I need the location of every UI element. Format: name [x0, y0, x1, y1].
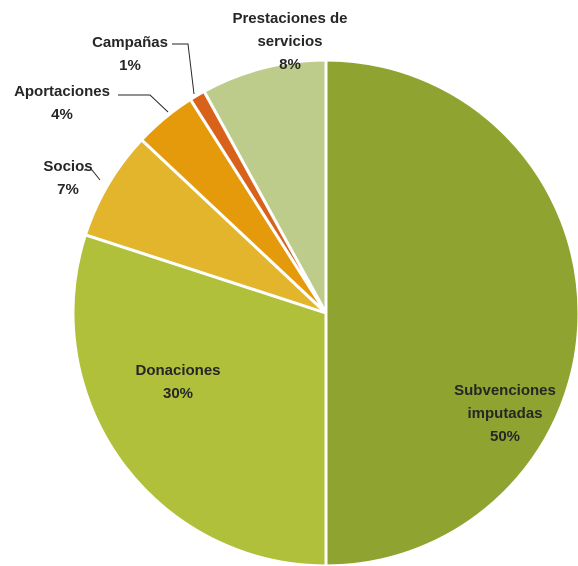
leader-line: [84, 169, 101, 181]
slice-label: Campañas 1%: [80, 31, 180, 77]
value-label: 50%: [489, 428, 521, 445]
category-label: Aportaciones: [14, 83, 110, 100]
category-label: Subvenciones imputadas: [454, 382, 556, 422]
category-label: Campañas: [92, 34, 168, 51]
category-label: Donaciones: [135, 362, 221, 379]
pie-slice: [71, 232, 328, 566]
pie-slice: [202, 58, 328, 314]
slice-label: Prestaciones de servicios 8%: [228, 7, 353, 76]
slice-label: Donaciones 30%: [118, 359, 238, 405]
category-label: Prestaciones de servicios: [232, 10, 348, 50]
pie-slice: [324, 58, 578, 566]
value-label: 30%: [162, 385, 194, 402]
slice-label: Aportaciones 4%: [2, 80, 122, 126]
category-label: Socios: [43, 158, 93, 175]
value-label: 4%: [51, 106, 73, 123]
leader-line: [172, 43, 195, 95]
leader-line: [118, 94, 169, 113]
slice-label: Socios 7%: [28, 155, 108, 201]
value-label: 8%: [279, 56, 301, 73]
slice-label: Subvenciones imputadas 50%: [443, 379, 568, 448]
pie-slice: [83, 137, 328, 315]
value-label: 1%: [119, 57, 141, 74]
value-label: 7%: [57, 181, 79, 198]
